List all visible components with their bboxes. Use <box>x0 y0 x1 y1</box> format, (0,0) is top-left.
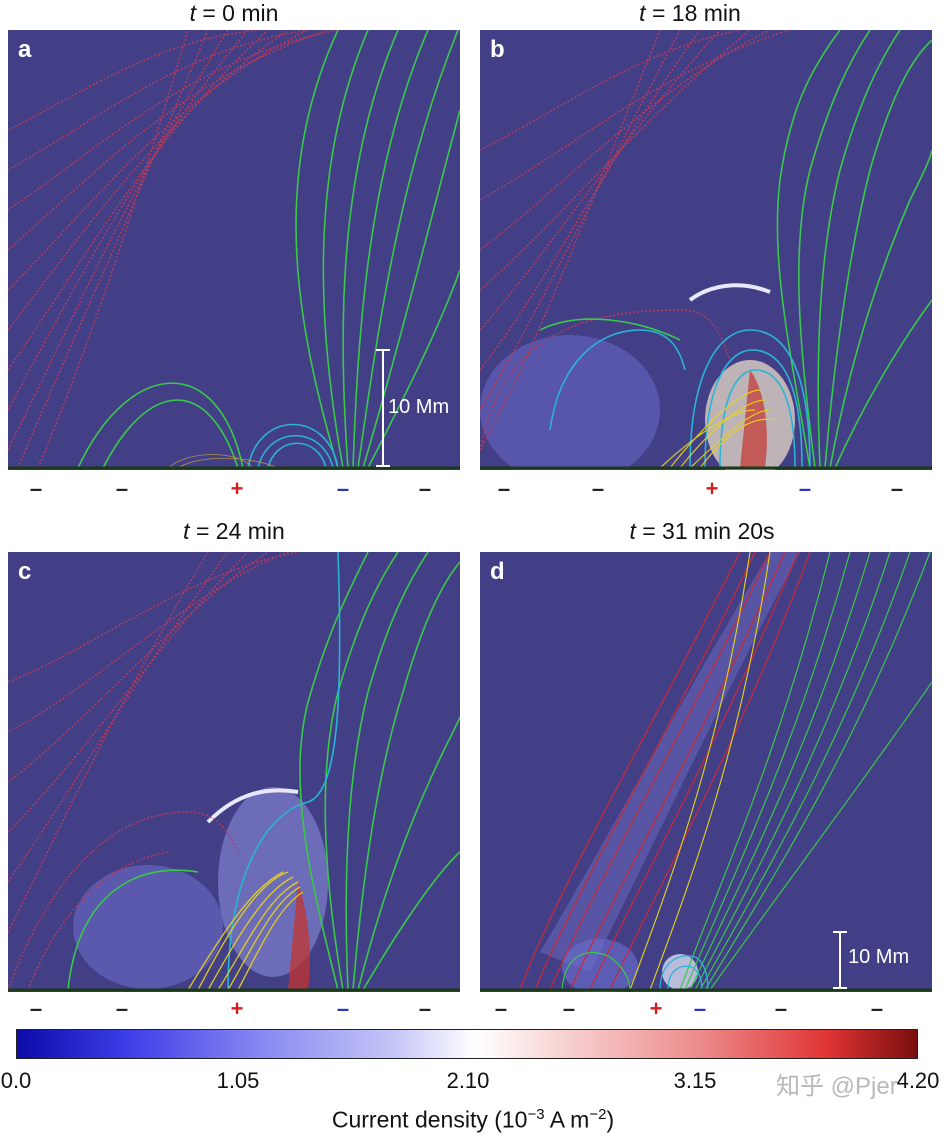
panel-b-letter: b <box>490 36 505 63</box>
polarity-marker: – <box>115 996 129 1021</box>
colorbar-tick: 2.10 <box>446 1068 490 1093</box>
polarity-marker: – <box>774 996 788 1021</box>
scale-bar-a <box>376 349 390 467</box>
polarity-marker: – <box>418 996 432 1021</box>
panel-a-letter: a <box>18 36 32 63</box>
panel-b-polarities: – – + – – <box>470 478 930 502</box>
colorbar-tick: 1.05 <box>216 1068 260 1093</box>
panel-c-field-lines <box>8 552 460 992</box>
polarity-marker: – <box>336 476 350 501</box>
polarity-marker: – <box>115 476 129 501</box>
panel-d-title: t = 31 min 20s <box>629 518 775 544</box>
panel-c: c <box>8 552 460 992</box>
polarity-marker: – <box>693 996 707 1021</box>
polarity-marker: – <box>29 996 43 1021</box>
panel-a: a 10 Mm <box>8 30 460 470</box>
polarity-marker: + <box>705 476 719 501</box>
watermark: 知乎 @Pjer <box>776 1073 898 1100</box>
polarity-marker: – <box>497 476 511 501</box>
polarity-marker: – <box>591 476 605 501</box>
polarity-marker: – <box>890 476 904 501</box>
panel-d: d 10 Mm <box>480 552 932 992</box>
polarity-marker: – <box>870 996 884 1021</box>
colorbar-tick: 3.15 <box>673 1068 717 1093</box>
panel-d-scale-label: 10 Mm <box>848 946 910 968</box>
panel-b-field-lines <box>480 30 932 470</box>
scale-bar-d <box>833 931 847 989</box>
panel-c-letter: c <box>18 558 32 585</box>
polarity-marker: – <box>336 996 350 1021</box>
panel-a-scale-label: 10 Mm <box>388 396 450 418</box>
colorbar <box>16 1029 918 1059</box>
polarity-marker: + <box>230 996 244 1021</box>
panel-c-polarities: – – + – – <box>0 998 460 1022</box>
colorbar-label: Current density (10−3 A m−2) <box>331 1106 615 1133</box>
polarity-marker: – <box>798 476 812 501</box>
polarity-marker: – <box>29 476 43 501</box>
colorbar-tick: 0.0 <box>0 1068 32 1093</box>
colorbar-tick: 4.20 <box>896 1068 940 1093</box>
panel-d-polarities: – – + – – – <box>470 998 930 1022</box>
panel-a-field-lines <box>8 30 460 470</box>
panel-a-title: t = 0 min <box>189 0 279 26</box>
polarity-marker: + <box>230 476 244 501</box>
panel-d-letter: d <box>490 558 505 585</box>
polarity-marker: – <box>418 476 432 501</box>
panel-d-field-lines <box>480 552 932 992</box>
panel-c-title: t = 24 min <box>183 518 285 544</box>
polarity-marker: – <box>562 996 576 1021</box>
polarity-marker: + <box>649 996 663 1021</box>
panel-b: b <box>480 30 932 470</box>
panel-b-title: t = 18 min <box>639 0 741 26</box>
polarity-marker: – <box>494 996 508 1021</box>
panel-a-polarities: – – + – – <box>0 478 460 502</box>
